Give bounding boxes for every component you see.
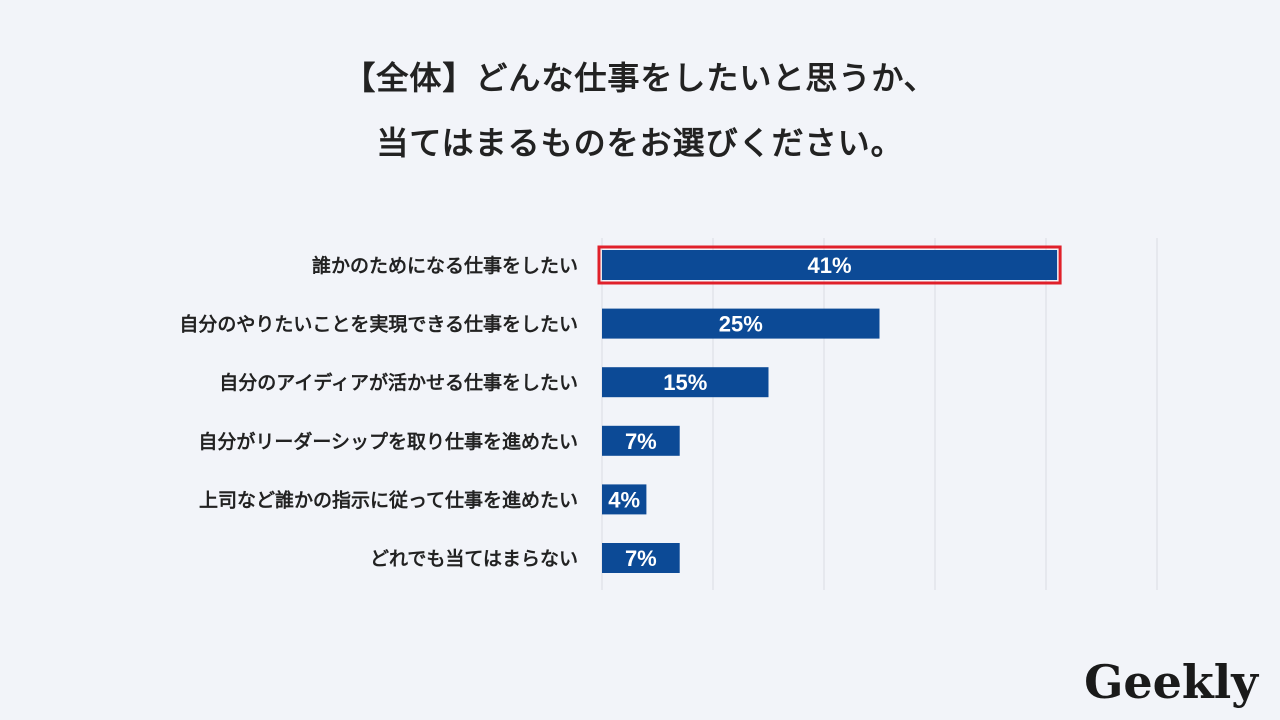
data-label: 7% xyxy=(625,546,657,571)
category-label: 自分がリーダーシップを取り仕事を進めたい xyxy=(198,430,578,453)
highlight-border xyxy=(597,245,1062,285)
category-label: 上司など誰かの指示に従って仕事を進めたい xyxy=(199,488,578,511)
category-label: 自分のやりたいことを実現できる仕事をしたい xyxy=(179,313,578,336)
data-label: 41% xyxy=(808,253,852,278)
chart-title-line-1: 【全体】どんな仕事をしたいと思うか、 xyxy=(343,59,937,97)
data-label: 15% xyxy=(663,370,707,395)
bar xyxy=(602,425,680,456)
chart-title-line-2: 当てはまるものをお選びください。 xyxy=(376,124,904,162)
bar xyxy=(602,308,880,339)
bar xyxy=(602,484,647,515)
data-label: 7% xyxy=(625,429,657,454)
category-label: どれでも当てはまらない xyxy=(370,547,578,570)
category-label: 誰かのためになる仕事をしたい xyxy=(312,254,578,277)
category-label: 自分のアイディアが活かせる仕事をしたい xyxy=(219,371,578,394)
data-label: 25% xyxy=(719,312,763,337)
bar xyxy=(602,367,769,398)
data-label: 4% xyxy=(608,487,640,512)
geekly-logo: Geekly xyxy=(1084,655,1258,709)
bar xyxy=(602,543,680,573)
bar xyxy=(602,250,1058,280)
